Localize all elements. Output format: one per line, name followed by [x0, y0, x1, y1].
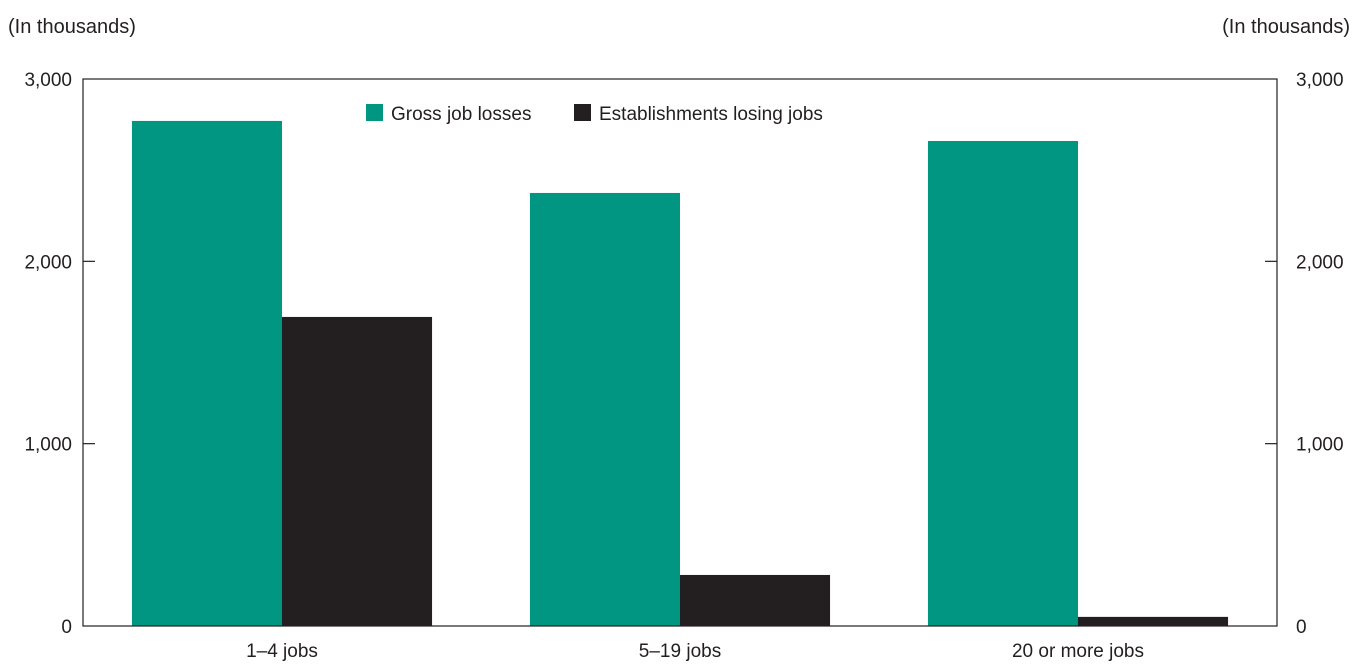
bar-establishments-losing-jobs-20-or-more-jobs: [1078, 616, 1229, 626]
right-y-tick-label: 0: [1296, 617, 1307, 638]
bar-establishments-losing-jobs-5-19-jobs: [680, 574, 831, 626]
x-category-label-1-4-jobs: 1–4 jobs: [246, 641, 318, 662]
x-axis-labels: 1–4 jobs 5–19 jobs 20 or more jobs: [246, 641, 1144, 662]
plot-frame: [82, 78, 1278, 627]
right-y-tick-label: 2,000: [1296, 252, 1344, 273]
left-y-tick-label: 2,000: [24, 252, 72, 273]
right-axis-unit-label: (In thousands): [1222, 16, 1350, 38]
left-y-tick-label: 1,000: [24, 435, 72, 456]
y-axis-ticks: 0 0 1,000 1,000 2,000 2,000 3,000 3,000: [24, 70, 1343, 638]
legend-label-gross-job-losses: Gross job losses: [391, 104, 531, 125]
bar-gross-job-losses-20-or-more-jobs: [927, 140, 1078, 626]
right-y-tick-label: 3,000: [1296, 70, 1344, 91]
bar-establishments-losing-jobs-1-4-jobs: [282, 316, 433, 626]
bar-gross-job-losses-5-19-jobs: [529, 192, 680, 627]
legend-label-establishments-losing-jobs: Establishments losing jobs: [599, 104, 823, 125]
left-axis-unit-label: (In thousands): [8, 16, 136, 38]
bar-gross-job-losses-1-4-jobs: [131, 120, 282, 626]
legend-swatch-gross-job-losses: [366, 104, 383, 121]
legend: Gross job losses Establishments losing j…: [366, 104, 823, 125]
legend-swatch-establishments-losing-jobs: [574, 104, 591, 121]
x-category-label-5-19-jobs: 5–19 jobs: [639, 641, 721, 662]
left-y-tick-label: 0: [61, 617, 72, 638]
bars-group: [131, 120, 1229, 627]
left-y-tick-label: 3,000: [24, 70, 72, 91]
x-category-label-20-or-more-jobs: 20 or more jobs: [1012, 641, 1144, 662]
right-y-tick-label: 1,000: [1296, 435, 1344, 456]
